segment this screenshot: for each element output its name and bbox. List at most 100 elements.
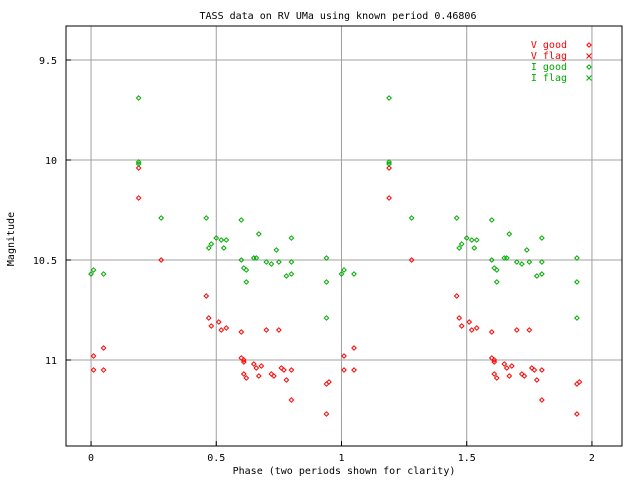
i-good-point: [268, 261, 275, 267]
y-axis-ticks: 9.5 10 10.5 11: [33, 56, 71, 367]
v-good-point: [90, 353, 97, 359]
v-good-point: [255, 373, 262, 379]
v-good-point: [208, 323, 215, 329]
i-good-point: [243, 279, 250, 285]
i-good-point: [538, 235, 545, 241]
v-good-point: [508, 363, 515, 369]
i-good-point: [473, 237, 480, 243]
v-good-point: [466, 319, 473, 325]
i-good-point: [213, 235, 220, 241]
i-good-point: [238, 257, 245, 263]
v-good-point: [135, 165, 142, 171]
i-good-point: [456, 245, 463, 251]
legend-label-v-good: V good: [531, 40, 567, 51]
v-good-point: [240, 371, 247, 377]
i-good-point: [574, 315, 580, 321]
i-good-point: [223, 237, 230, 243]
i-good-point: [275, 259, 282, 265]
i-good-point: [135, 95, 142, 101]
i-good-point: [90, 267, 97, 273]
v-good-point: [218, 327, 225, 333]
v-good-point: [341, 353, 347, 359]
x-tick-label: 0.5: [207, 453, 225, 464]
v-good-point: [506, 373, 513, 379]
v-good-point: [503, 365, 510, 371]
legend-label-i-flag: I flag: [531, 73, 567, 84]
v-good-point: [263, 327, 270, 333]
v-good-point: [223, 325, 230, 331]
v-good-point: [323, 381, 330, 387]
v-good-point: [533, 377, 540, 383]
i-good-point: [493, 267, 500, 273]
v-good-point: [341, 367, 347, 373]
i-good-point: [283, 273, 290, 279]
i-good-point: [135, 161, 142, 167]
i-good-point: [458, 241, 465, 247]
i-good-point: [488, 217, 495, 223]
x-tick-label: 1: [338, 453, 344, 464]
legend-label-v-flag: V flag: [531, 51, 567, 62]
i-good-point: [238, 217, 245, 223]
v-good-point: [574, 411, 580, 417]
v-good-point: [386, 165, 392, 171]
v-good-point: [386, 195, 392, 201]
i-good-point: [135, 159, 142, 165]
v-good-point: [240, 357, 247, 363]
v-good-point: [531, 367, 538, 373]
v-good-point: [203, 293, 210, 299]
v-good-point: [326, 379, 332, 385]
legend-marker-v-good: [586, 42, 592, 48]
i-good-point: [338, 271, 345, 277]
v-good-point: [458, 323, 465, 329]
y-axis-label: Magnitude: [6, 212, 17, 266]
i-good-point: [386, 159, 392, 165]
i-good-point: [491, 265, 498, 271]
i-good-point: [351, 271, 357, 277]
i-good-point: [218, 237, 225, 243]
chart-title: TASS data on RV UMa using known period 0…: [200, 11, 477, 22]
v-good-point: [473, 325, 480, 331]
v-good-point: [100, 367, 107, 373]
legend-marker-i-flag: [586, 75, 592, 81]
v-good-point: [283, 377, 290, 383]
v-good-point: [288, 397, 295, 403]
v-good-point: [238, 329, 245, 335]
v-good-point: [100, 345, 107, 351]
i-good-point: [488, 257, 495, 263]
v-good-point: [135, 195, 142, 201]
v-good-point: [158, 257, 165, 263]
v-good-point: [521, 373, 528, 379]
i-good-point: [205, 245, 212, 251]
v-good-point: [278, 365, 285, 371]
i-good-point: [88, 271, 94, 277]
v-good-point: [250, 361, 257, 367]
i-good-point: [526, 259, 533, 265]
v-good-point: [215, 319, 222, 325]
i-good-point: [208, 241, 215, 247]
v-good-point: [513, 327, 520, 333]
i-good-point: [503, 255, 510, 261]
x-axis-ticks: 0 0.5 1 1.5 2: [88, 441, 595, 464]
i-good-point: [506, 231, 513, 237]
v-good-point: [243, 375, 250, 381]
y-tick-label: 11: [45, 356, 57, 367]
v-good-point: [538, 397, 545, 403]
v-good-point: [323, 411, 330, 417]
v-good-point: [456, 315, 463, 321]
grid-lines: [66, 26, 622, 446]
i-good-point: [341, 267, 347, 273]
i-good-point: [255, 231, 262, 237]
v-good-point: [493, 375, 500, 381]
i-good-point: [323, 315, 330, 321]
v-good-point: [253, 365, 260, 371]
i-good-point: [288, 271, 295, 277]
i-good-point: [468, 237, 475, 243]
v-good-point: [491, 359, 498, 365]
plot-frame: [65, 25, 623, 447]
y-tick-label: 9.5: [39, 56, 57, 67]
i-good-point: [203, 215, 210, 221]
v-good-point: [574, 381, 580, 387]
legend-marker-v-flag-stroke: [586, 53, 592, 59]
v-good-point: [528, 365, 535, 371]
i-good-point: [288, 235, 295, 241]
